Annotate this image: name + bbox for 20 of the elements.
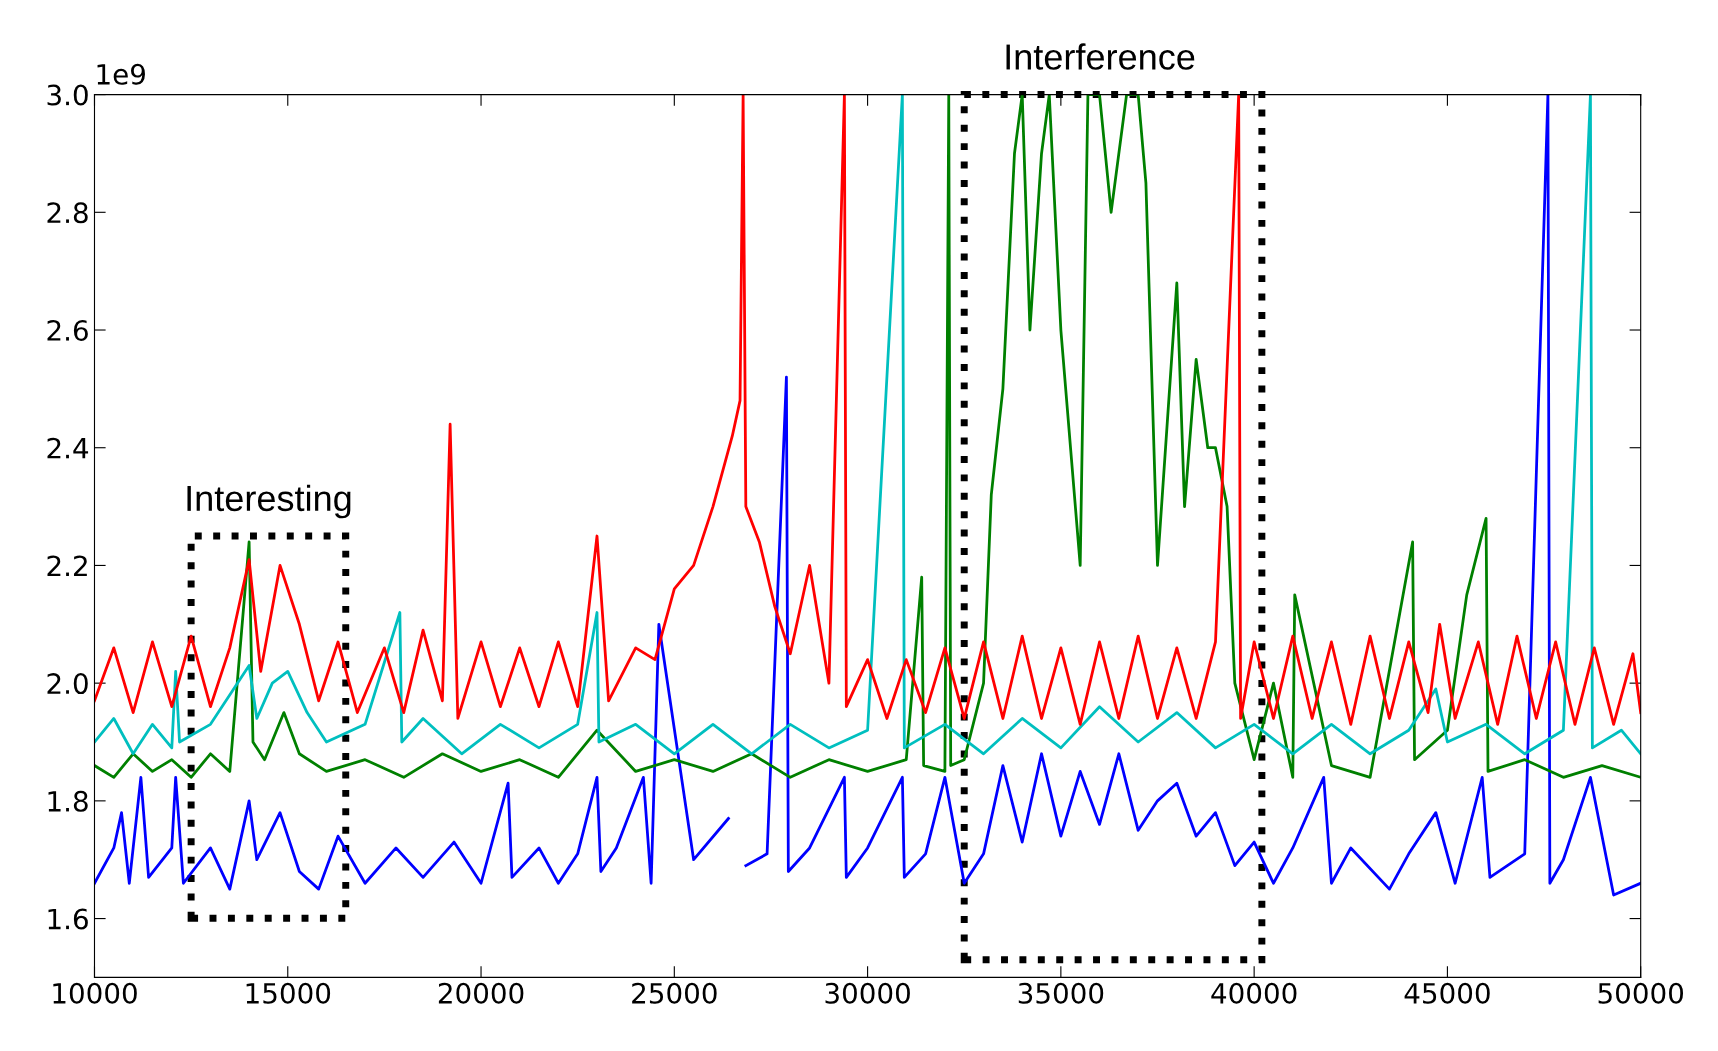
x-tick-label: 15000 <box>246 982 331 1004</box>
x-tick-label: 20000 <box>438 982 524 1004</box>
y-tick-label: 2.6 <box>47 319 88 341</box>
y-tick-label: 1.8 <box>48 790 88 812</box>
x-tick-label: 10000 <box>53 982 137 1004</box>
annotation: Interesting <box>187 484 351 519</box>
x-tick-label: 50000 <box>1598 982 1684 1004</box>
x-tick-label: 40000 <box>1211 982 1297 1004</box>
y-tick-label: 1.6 <box>48 908 88 930</box>
y-tick-label: 2.0 <box>47 673 88 695</box>
y-tick-label: 2.2 <box>47 555 87 576</box>
x-tick-label: 45000 <box>1404 982 1490 1004</box>
x-tick-label: 35000 <box>1018 982 1104 1004</box>
x-tick-label: 25000 <box>632 982 717 1004</box>
y-tick-label: 3.0 <box>47 84 88 106</box>
text: Interference <box>1006 43 1195 70</box>
y-tick-label: 2.8 <box>47 202 88 224</box>
text: 1e9 <box>97 63 145 85</box>
x-tick-label: 30000 <box>825 982 910 1004</box>
y-tick-label: 2.4 <box>47 437 89 459</box>
